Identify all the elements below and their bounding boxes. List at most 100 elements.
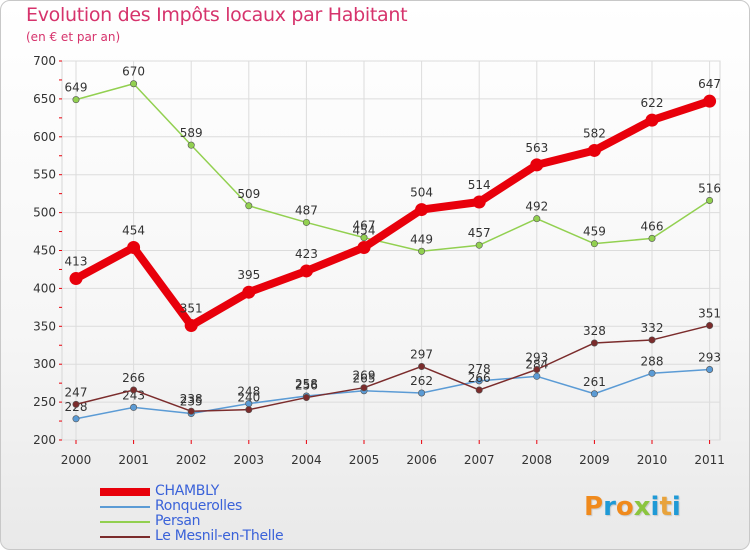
data-point (590, 339, 598, 347)
data-label: 332 (641, 321, 664, 335)
legend-label: Ronquerolles (155, 498, 243, 514)
data-label: 492 (525, 200, 548, 214)
data-label: 487 (295, 203, 318, 217)
data-label: 459 (583, 225, 606, 239)
data-point (187, 141, 195, 149)
y-tick-label: 300 (33, 357, 56, 371)
x-tick-label: 2003 (234, 453, 265, 467)
y-tick-label: 200 (33, 433, 56, 447)
y-tick-label: 250 (33, 395, 56, 409)
data-label: 284 (525, 357, 548, 371)
data-point (72, 415, 80, 423)
legend-swatch (100, 506, 150, 508)
legend-swatch (100, 488, 150, 496)
data-label: 351 (180, 302, 203, 316)
data-label: 413 (65, 255, 88, 269)
data-point (357, 240, 371, 254)
data-label: 266 (468, 371, 491, 385)
data-label: 351 (698, 307, 721, 321)
y-tick-label: 650 (33, 92, 56, 106)
data-point (533, 366, 541, 374)
data-label: 288 (641, 354, 664, 368)
x-tick-label: 2007 (464, 453, 495, 467)
data-point (648, 369, 656, 377)
x-tick-label: 2005 (349, 453, 380, 467)
series-line (75, 82, 711, 253)
x-tick-label: 2002 (176, 453, 207, 467)
data-label: 293 (525, 351, 548, 365)
data-label: 266 (122, 371, 145, 385)
data-label: 516 (698, 181, 721, 195)
data-label: 328 (583, 324, 606, 338)
data-point (418, 362, 426, 370)
x-tick-label: 2009 (579, 453, 610, 467)
data-point (706, 322, 714, 330)
data-label: 262 (410, 374, 433, 388)
logo-letter: o (615, 492, 634, 522)
data-point (533, 215, 541, 223)
x-tick-label: 2004 (291, 453, 322, 467)
y-tick-label: 600 (33, 130, 56, 144)
data-label: 269 (353, 369, 376, 383)
data-point (706, 196, 714, 204)
data-point (703, 94, 717, 108)
legend-label: Persan (155, 513, 201, 529)
data-label: 647 (698, 77, 721, 91)
legend-label: CHAMBLY (155, 483, 219, 499)
x-tick-label: 2000 (61, 453, 92, 467)
data-point (242, 285, 256, 299)
data-point (302, 394, 310, 402)
data-point (418, 389, 426, 397)
data-label: 235 (180, 394, 203, 408)
data-label: 514 (468, 178, 491, 192)
data-point (130, 80, 138, 88)
x-tick-label: 2006 (406, 453, 437, 467)
series-le-mesnil-en-thelle: 247 266 238 240 256 269 297 266 293 328 332 351 (65, 307, 721, 415)
data-point (184, 319, 198, 333)
logo-letter: r (603, 492, 616, 522)
data-label: 466 (641, 219, 664, 233)
data-point (590, 390, 598, 398)
y-tick-label: 500 (33, 206, 56, 220)
data-point (245, 406, 253, 414)
data-label: 256 (295, 379, 318, 393)
data-point (360, 384, 368, 392)
data-point (72, 400, 80, 408)
x-tick-label: 2001 (118, 453, 149, 467)
data-label: 261 (583, 375, 606, 389)
data-label: 293 (698, 351, 721, 365)
data-point (590, 240, 598, 248)
data-label: 457 (468, 226, 491, 240)
data-label: 395 (237, 268, 260, 282)
data-point (648, 234, 656, 242)
data-point (245, 202, 253, 210)
data-point (130, 403, 138, 411)
data-label: 582 (583, 126, 606, 140)
data-point (475, 241, 483, 249)
data-point (475, 386, 483, 394)
data-label: 238 (180, 392, 203, 406)
data-point (130, 386, 138, 394)
data-label: 504 (410, 186, 433, 200)
line-chart: 200 250 300 350 400 450 500 550 600 650 700 2000 200… (33, 54, 725, 467)
data-label: 248 (237, 385, 260, 399)
chart-subtitle: (en € et par an) (26, 30, 121, 44)
y-tick-label: 550 (33, 168, 56, 182)
data-label: 265 (353, 372, 376, 386)
data-label: 247 (65, 385, 88, 399)
data-point (533, 372, 541, 380)
data-point (69, 272, 83, 286)
series-line (75, 368, 711, 420)
legend-swatch (100, 536, 150, 538)
data-label: 454 (353, 223, 376, 237)
data-point (706, 366, 714, 374)
data-point (530, 158, 544, 172)
x-tick-label: 2011 (694, 453, 725, 467)
data-label: 454 (122, 223, 145, 237)
data-label: 589 (180, 126, 203, 140)
data-point (127, 240, 141, 254)
data-label: 670 (122, 65, 145, 79)
series-line (75, 324, 711, 412)
y-tick-label: 450 (33, 244, 56, 258)
